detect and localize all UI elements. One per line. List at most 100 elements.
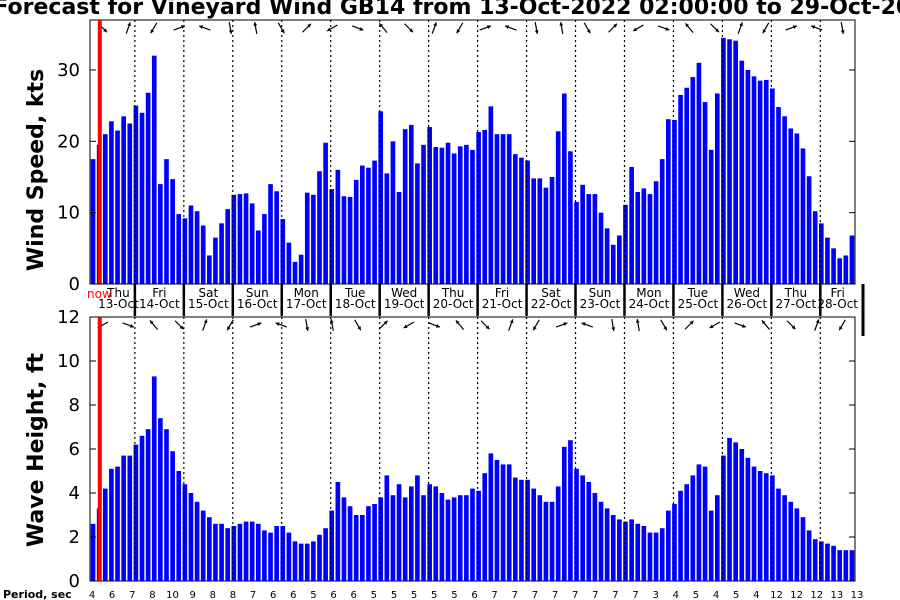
direction-arrow-icon xyxy=(404,23,414,33)
wave-bar xyxy=(372,504,377,581)
wave-bar xyxy=(304,543,310,581)
wave-bar xyxy=(90,523,96,581)
period-value-label: 5 xyxy=(310,590,316,600)
wave-bar xyxy=(714,495,720,581)
wind-bar xyxy=(274,191,279,284)
direction-arrow-icon xyxy=(428,322,441,328)
period-value-label: 4 xyxy=(673,590,679,600)
period-value-label: 6 xyxy=(330,590,336,600)
wave-bar xyxy=(127,455,133,581)
wind-bar xyxy=(311,194,316,284)
direction-arrow-icon xyxy=(608,23,618,33)
direction-arrow-icon xyxy=(302,23,312,33)
wave-bar xyxy=(219,523,224,581)
wind-bar xyxy=(182,218,188,284)
wave-y-axis-label: Wave Height, ft xyxy=(24,352,49,547)
wind-bar xyxy=(708,149,714,284)
period-value-label: 7 xyxy=(632,590,638,600)
wind-bar xyxy=(194,211,200,284)
direction-arrow-icon xyxy=(635,318,640,332)
wave-bar xyxy=(482,473,488,581)
day-of-week-label: Wed xyxy=(391,286,417,300)
wave-bar xyxy=(568,440,573,581)
wind-y-axis-label: Wind Speed, kts xyxy=(24,69,49,271)
wind-bar xyxy=(421,144,426,284)
wind-bar xyxy=(610,244,616,284)
wind-bar xyxy=(525,160,530,284)
wave-bar xyxy=(427,484,432,581)
wave-bar xyxy=(360,515,365,581)
wind-bar xyxy=(482,129,488,284)
day-date-label: 13-Oct xyxy=(98,297,139,311)
period-title: Period, sec xyxy=(3,588,72,600)
wave-bar xyxy=(207,517,212,581)
wave-bar xyxy=(292,541,298,581)
period-value-label: 7 xyxy=(491,590,497,600)
direction-arrow-icon xyxy=(761,320,771,330)
direction-arrow-icon xyxy=(734,322,747,328)
wave-y-tick-label: 12 xyxy=(57,307,80,328)
wave-bar xyxy=(678,490,683,581)
period-value-label: 5 xyxy=(431,590,437,600)
wind-bar xyxy=(378,111,384,284)
wind-bar xyxy=(531,178,537,284)
wave-bar xyxy=(243,521,249,581)
day-date-label: 23-Oct xyxy=(580,297,621,311)
wind-bar xyxy=(555,131,561,284)
wind-bar xyxy=(268,184,273,284)
wave-bar xyxy=(109,468,114,581)
wind-bar xyxy=(360,165,365,284)
wave-bar xyxy=(457,495,463,581)
direction-arrow-icon xyxy=(814,319,820,331)
wind-bar xyxy=(188,205,194,284)
wave-bar xyxy=(115,466,120,581)
wind-bar xyxy=(292,261,298,284)
period-value-label: 12 xyxy=(810,590,823,600)
wave-bar xyxy=(439,493,445,581)
wave-bar xyxy=(647,532,653,581)
period-value-label: 13 xyxy=(851,590,864,600)
wind-bar xyxy=(164,159,169,284)
wave-bar xyxy=(739,449,745,581)
wave-bar xyxy=(121,455,126,581)
wind-bar xyxy=(623,204,628,284)
wave-bar xyxy=(757,471,763,581)
wind-bar xyxy=(831,248,836,284)
wave-bar xyxy=(763,473,769,581)
direction-arrow-icon xyxy=(275,322,288,328)
wind-bar xyxy=(488,106,494,284)
wave-bar xyxy=(102,488,108,581)
wave-bar xyxy=(635,523,641,581)
period-value-label: 6 xyxy=(351,590,357,600)
wave-bar xyxy=(519,479,524,581)
period-value-label: 6 xyxy=(270,590,276,600)
wave-bar xyxy=(543,501,549,581)
wave-bar xyxy=(825,543,830,581)
wave-bar xyxy=(733,442,738,581)
wave-bar xyxy=(421,495,426,581)
wave-bar xyxy=(286,532,292,581)
wind-bar xyxy=(139,112,145,284)
direction-arrow-icon xyxy=(786,320,796,330)
wave-bar xyxy=(378,497,384,581)
wind-bar xyxy=(427,127,432,284)
day-of-week-label: Tue xyxy=(344,286,366,300)
wind-bar xyxy=(231,194,237,284)
wave-y-tick-label: 8 xyxy=(69,395,80,416)
wave-bar xyxy=(341,497,347,581)
wind-bar xyxy=(739,60,745,284)
wave-bar xyxy=(139,435,145,581)
wave-bar xyxy=(666,510,671,581)
day-of-week-label: Sun xyxy=(246,286,269,300)
wave-bar xyxy=(610,515,616,581)
wind-bar xyxy=(317,171,322,284)
wind-bar xyxy=(574,201,579,284)
wave-bar xyxy=(451,497,457,581)
day-of-week-label: Fri xyxy=(152,286,166,300)
period-value-label: 7 xyxy=(552,590,558,600)
direction-arrow-icon xyxy=(253,21,258,35)
wind-bar xyxy=(641,188,647,284)
day-date-label: 16-Oct xyxy=(237,297,278,311)
period-value-label: 7 xyxy=(532,590,538,600)
